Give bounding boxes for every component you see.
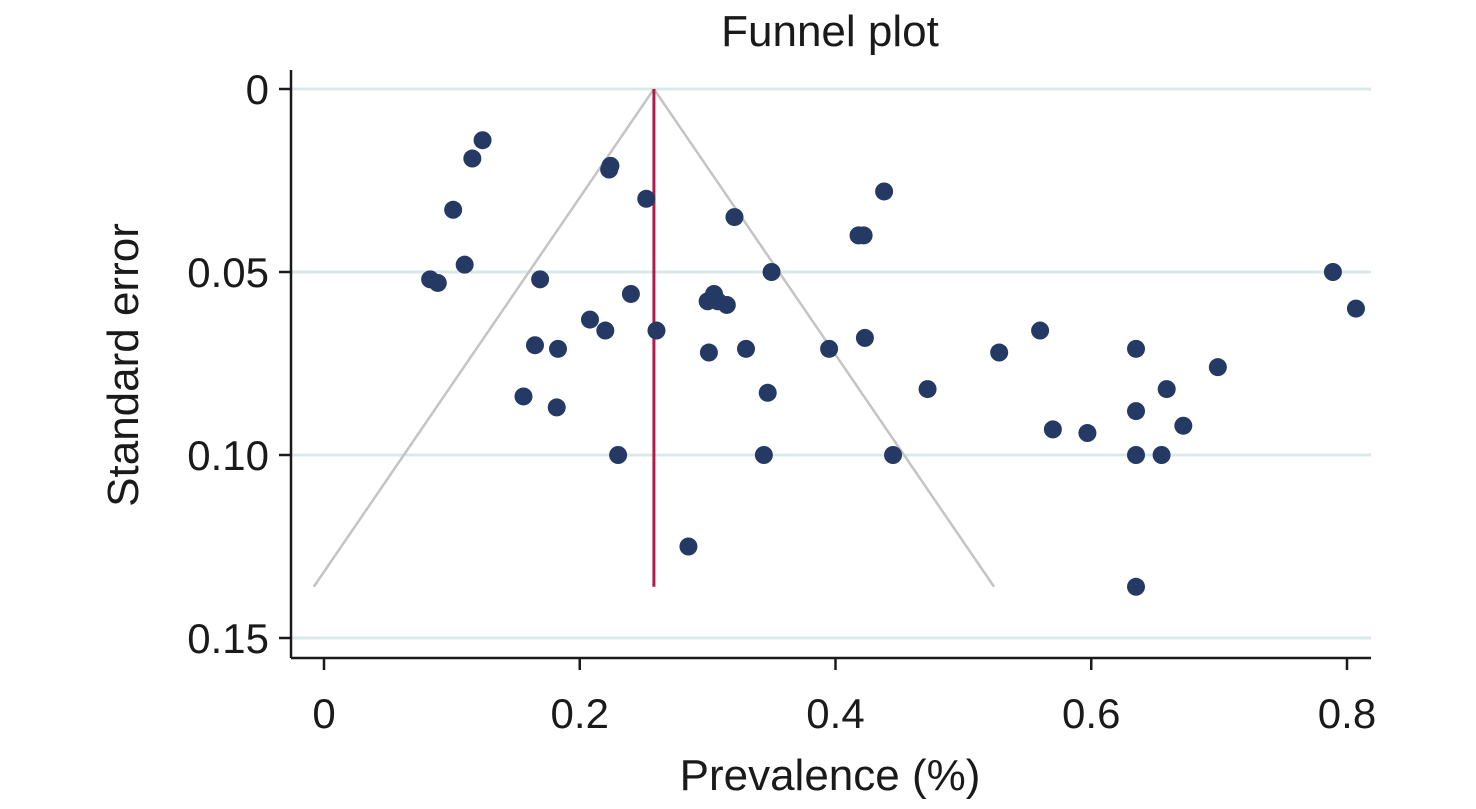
data-point-33 [990,343,1009,362]
y-tick-label-3: 0.15 [187,615,269,662]
data-point-37 [514,387,533,406]
y-tick-label-1: 0.05 [187,249,269,296]
data-point-21 [1346,299,1365,318]
data-point-47 [1127,446,1146,464]
funnel-lines [312,88,996,588]
data-point-14 [762,263,781,281]
data-point-27 [525,336,544,355]
data-point-22 [580,310,599,329]
data-point-29 [736,339,755,358]
data-point-43 [1078,424,1097,443]
data-point-48 [1152,446,1171,464]
data-point-7 [725,208,744,227]
chart-title: Funnel plot [721,7,939,56]
x-tick-label-4: 0.8 [1318,690,1376,737]
data-point-32 [699,343,718,362]
data-points [421,131,1365,596]
data-point-13 [531,270,550,289]
data-point-30 [820,339,839,358]
funnel-right-line [652,88,996,588]
y-tick-label-2: 0.10 [187,432,269,479]
data-point-50 [1127,577,1146,596]
gridlines [291,87,1371,640]
data-point-28 [549,339,568,358]
data-point-15 [1323,263,1342,281]
data-point-9 [854,226,873,245]
x-tick-label-2: 0.4 [806,690,864,737]
data-point-5 [444,200,463,219]
data-point-6 [875,182,894,201]
data-point-49 [679,537,698,556]
y-axis-ticks: 0 0.05 0.10 0.15 [187,66,291,662]
x-axis-ticks: 0 0.2 0.4 0.6 0.8 [312,658,1376,737]
data-point-44 [609,446,628,464]
data-point-34 [1208,358,1227,377]
data-point-42 [1043,420,1062,439]
y-axis-label: Standard error [99,223,148,507]
data-point-23 [596,321,615,340]
data-point-25 [1031,321,1050,340]
data-point-38 [758,383,777,402]
data-point-39 [547,398,566,417]
y-tick-label-0: 0 [246,66,269,113]
data-point-36 [1157,380,1176,399]
x-tick-label-0: 0 [312,690,335,737]
x-tick-label-3: 0.6 [1062,690,1120,737]
data-point-31 [1127,339,1146,358]
x-tick-label-1: 0.2 [551,690,609,737]
data-point-10 [455,255,474,274]
data-point-20 [717,295,736,314]
data-point-4 [637,189,656,208]
data-point-35 [918,380,937,399]
data-point-3 [600,160,619,179]
data-point-26 [855,328,874,347]
data-point-46 [884,446,903,464]
data-point-24 [647,321,666,340]
data-point-1 [463,149,482,168]
data-point-41 [1174,416,1193,435]
funnel-left-line [312,88,655,588]
data-point-45 [754,446,773,464]
data-point-16 [621,284,640,303]
data-point-0 [473,131,492,150]
data-point-12 [428,273,447,292]
x-axis-label: Prevalence (%) [680,751,981,800]
data-point-40 [1127,402,1146,421]
